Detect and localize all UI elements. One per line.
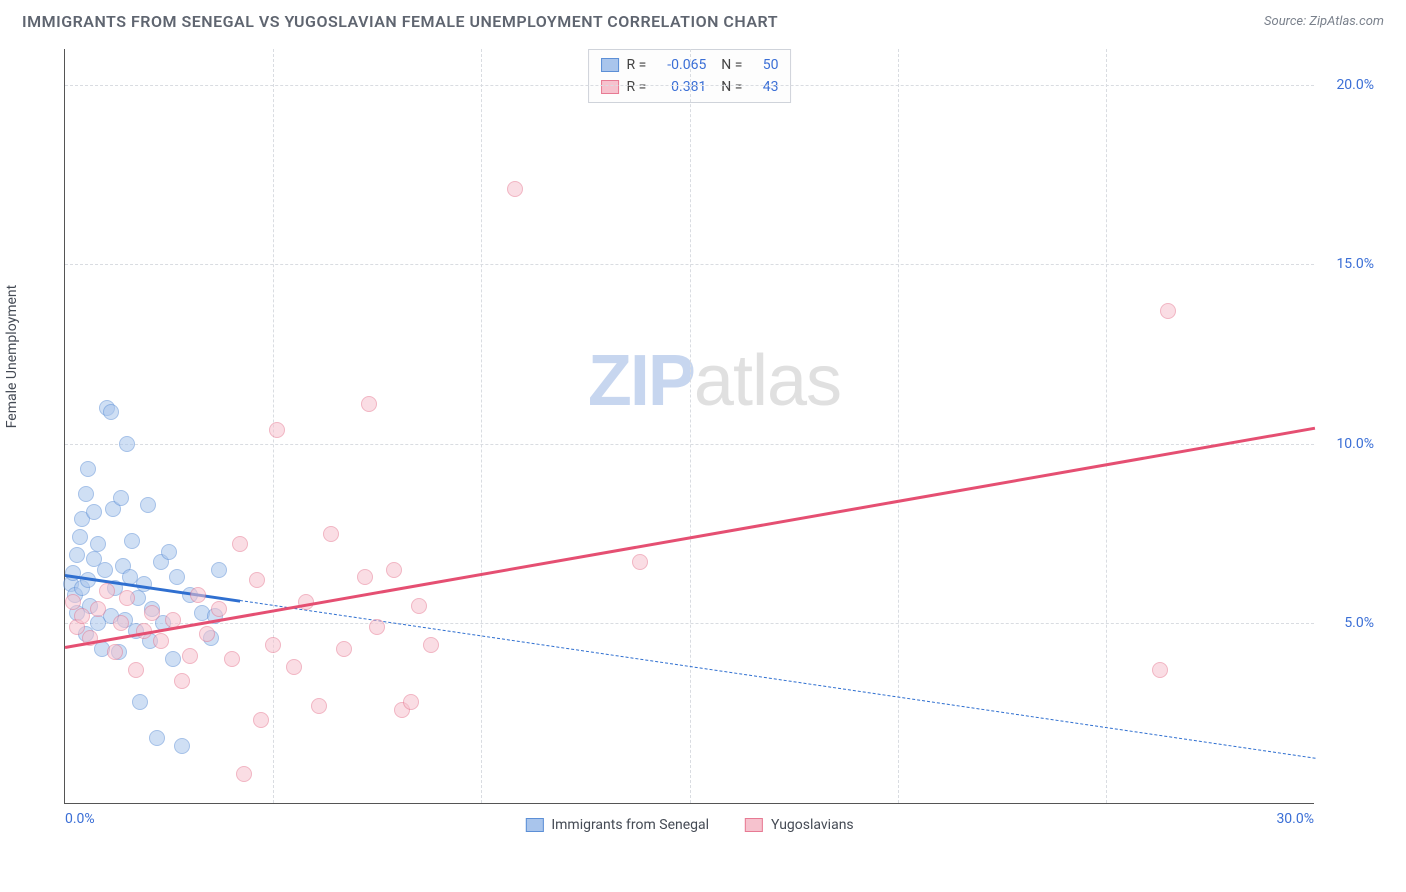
swatch-yugoslavians-icon [745,818,763,832]
data-point-yugoslavians [232,536,248,552]
data-point-senegal [72,529,88,545]
data-point-yugoslavians [265,637,281,653]
legend-r-value-senegal: -0.065 [654,54,706,76]
data-point-yugoslavians [423,637,439,653]
data-point-senegal [211,562,227,578]
data-point-senegal [149,730,165,746]
data-point-yugoslavians [323,526,339,542]
chart-title: IMMIGRANTS FROM SENEGAL VS YUGOSLAVIAN F… [22,12,778,31]
data-point-yugoslavians [99,583,115,599]
gridline-v [690,49,691,803]
data-point-yugoslavians [411,598,427,614]
data-point-yugoslavians [403,694,419,710]
chart-source: Source: ZipAtlas.com [1264,14,1384,29]
data-point-senegal [119,436,135,452]
data-point-senegal [124,533,140,549]
chart-header: IMMIGRANTS FROM SENEGAL VS YUGOSLAVIAN F… [0,0,1406,39]
data-point-yugoslavians [253,712,269,728]
data-point-senegal [161,544,177,560]
chart-container: Female Unemployment R = -0.065 N = 50 R … [22,39,1384,859]
data-point-senegal [103,404,119,420]
data-point-yugoslavians [286,659,302,675]
data-point-yugoslavians [269,422,285,438]
y-axis-label: Female Unemployment [4,285,20,429]
plot-area: R = -0.065 N = 50 R = 0.381 N = 43 ZIPat… [64,49,1314,804]
data-point-yugoslavians [357,569,373,585]
legend-r-value-yugoslavians: 0.381 [654,76,706,98]
y-tick-label: 20.0% [1336,77,1374,93]
legend-item-senegal: Immigrants from Senegal [525,817,709,833]
data-point-senegal [80,461,96,477]
y-tick-label: 10.0% [1336,436,1374,452]
data-point-yugoslavians [386,562,402,578]
data-point-yugoslavians [507,181,523,197]
data-point-yugoslavians [90,601,106,617]
gridline-v [898,49,899,803]
data-point-yugoslavians [182,648,198,664]
data-point-senegal [132,694,148,710]
legend-r-label: R = [627,54,647,76]
data-point-senegal [113,490,129,506]
data-point-senegal [86,504,102,520]
data-point-yugoslavians [74,608,90,624]
swatch-senegal-icon [525,818,543,832]
gridline-v [1106,49,1107,803]
data-point-senegal [165,651,181,667]
series-legend: Immigrants from Senegal Yugoslavians [525,817,853,833]
swatch-senegal [601,58,619,72]
data-point-senegal [174,738,190,754]
data-point-yugoslavians [128,662,144,678]
legend-label-yugoslavians: Yugoslavians [771,817,854,833]
watermark-zip: ZIP [588,341,694,421]
data-point-yugoslavians [224,651,240,667]
legend-item-yugoslavians: Yugoslavians [745,817,854,833]
x-tick-label: 30.0% [1276,811,1314,827]
watermark-atlas: atlas [694,341,841,421]
data-point-yugoslavians [236,766,252,782]
data-point-yugoslavians [1160,303,1176,319]
data-point-yugoslavians [211,601,227,617]
x-tick-label: 0.0% [65,811,95,827]
data-point-yugoslavians [190,587,206,603]
legend-r-label: R = [627,76,647,98]
y-tick-label: 15.0% [1336,256,1374,272]
data-point-yugoslavians [632,554,648,570]
data-point-yugoslavians [1152,662,1168,678]
data-point-yugoslavians [311,698,327,714]
data-point-yugoslavians [107,644,123,660]
data-point-senegal [90,536,106,552]
legend-n-label: N = [714,76,742,98]
data-point-senegal [97,562,113,578]
data-point-yugoslavians [336,641,352,657]
data-point-senegal [78,486,94,502]
data-point-yugoslavians [113,615,129,631]
legend-n-label: N = [714,54,742,76]
legend-n-value-yugoslavians: 43 [750,76,778,98]
data-point-yugoslavians [199,626,215,642]
data-point-senegal [140,497,156,513]
data-point-yugoslavians [249,572,265,588]
swatch-yugoslavians [601,80,619,94]
data-point-yugoslavians [153,633,169,649]
legend-n-value-senegal: 50 [750,54,778,76]
data-point-yugoslavians [369,619,385,635]
data-point-senegal [69,547,85,563]
data-point-yugoslavians [174,673,190,689]
gridline-v [481,49,482,803]
y-tick-label: 5.0% [1344,615,1374,631]
data-point-yugoslavians [361,396,377,412]
legend-label-senegal: Immigrants from Senegal [551,817,709,833]
data-point-senegal [169,569,185,585]
data-point-yugoslavians [119,590,135,606]
watermark: ZIPatlas [588,340,841,422]
data-point-yugoslavians [144,605,160,621]
